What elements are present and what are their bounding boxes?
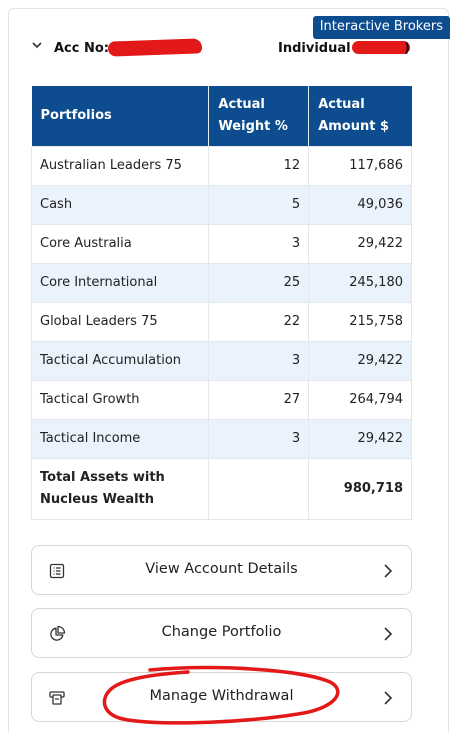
- portfolio-name: Core Australia: [30, 223, 210, 264]
- pie-chart-icon: [50, 625, 66, 641]
- portfolio-name: Tactical Accumulation: [30, 340, 210, 381]
- portfolio-weight: 22: [208, 301, 310, 342]
- manage-withdrawal-label: Manage Withdrawal: [149, 688, 294, 704]
- table-row: Australian Leaders 75 12 117,686: [30, 145, 412, 186]
- portfolio-name: Global Leaders 75: [30, 301, 210, 342]
- account-number-label: Acc No:: [54, 41, 110, 56]
- account-type-redaction: [352, 41, 410, 54]
- account-type-label: Individual (: [278, 41, 362, 56]
- portfolio-amount: 29,422: [308, 340, 412, 381]
- portfolio-amount: 29,422: [308, 418, 412, 459]
- manage-withdrawal-button[interactable]: Manage Withdrawal: [31, 672, 412, 722]
- portfolio-table: Portfolios Actual Weight % Actual Amount…: [30, 86, 412, 520]
- total-amount: 980,718: [308, 457, 412, 520]
- table-row: Tactical Growth 27 264,794: [30, 379, 412, 420]
- portfolio-name: Tactical Growth: [30, 379, 210, 420]
- view-account-details-label: View Account Details: [145, 561, 298, 577]
- portfolio-amount: 49,036: [308, 184, 412, 225]
- portfolio-name: Core International: [30, 262, 210, 303]
- header-actual-weight: Actual Weight %: [208, 86, 310, 146]
- portfolio-name: Tactical Income: [30, 418, 210, 459]
- account-number-redaction: [107, 38, 203, 57]
- portfolio-name: Australian Leaders 75: [30, 145, 210, 186]
- table-row: Cash 5 49,036: [30, 184, 412, 225]
- list-document-icon: [49, 563, 65, 579]
- total-weight-empty: [208, 457, 310, 520]
- account-header[interactable]: Acc No: Individual ( ): [30, 38, 415, 60]
- change-portfolio-label: Change Portfolio: [161, 624, 282, 640]
- table-row: Global Leaders 75 22 215,758: [30, 301, 412, 342]
- table-row: Tactical Accumulation 3 29,422: [30, 340, 412, 381]
- portfolio-weight: 27: [208, 379, 310, 420]
- portfolio-name: Cash: [30, 184, 210, 225]
- total-row: Total Assets with Nucleus Wealth 980,718: [30, 457, 412, 520]
- total-label: Total Assets with Nucleus Wealth: [30, 457, 210, 520]
- view-account-details-button[interactable]: View Account Details: [31, 545, 412, 595]
- header-actual-amount: Actual Amount $: [308, 86, 412, 146]
- chevron-down-icon[interactable]: [32, 40, 42, 50]
- portfolio-weight: 3: [208, 340, 310, 381]
- portfolio-weight: 3: [208, 223, 310, 264]
- change-portfolio-button[interactable]: Change Portfolio: [31, 608, 412, 658]
- broker-badge: Interactive Brokers: [312, 16, 450, 39]
- table-row: Core Australia 3 29,422: [30, 223, 412, 264]
- header-portfolios: Portfolios: [31, 86, 210, 146]
- table-row: Core International 25 245,180: [30, 262, 412, 303]
- portfolio-weight: 3: [208, 418, 310, 459]
- portfolio-amount: 264,794: [308, 379, 412, 420]
- account-type-close: ): [404, 41, 410, 56]
- portfolio-weight: 25: [208, 262, 310, 303]
- table-row: Tactical Income 3 29,422: [30, 418, 412, 459]
- portfolio-amount: 29,422: [308, 223, 412, 264]
- portfolio-weight: 12: [208, 145, 310, 186]
- chevron-right-icon: [384, 691, 393, 705]
- chevron-right-icon: [384, 564, 393, 578]
- table-header-row: Portfolios Actual Weight % Actual Amount…: [31, 86, 412, 146]
- portfolio-amount: 245,180: [308, 262, 412, 303]
- chevron-right-icon: [384, 627, 393, 641]
- portfolio-weight: 5: [208, 184, 310, 225]
- portfolio-amount: 117,686: [308, 145, 412, 186]
- portfolio-amount: 215,758: [308, 301, 412, 342]
- atm-withdrawal-icon: [49, 691, 65, 705]
